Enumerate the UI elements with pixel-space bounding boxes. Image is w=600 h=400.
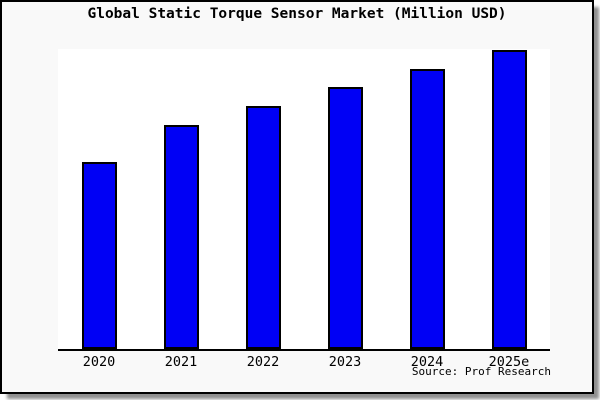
x-axis-labels: 2020 2021 2022 2023 2024 2025e (58, 354, 550, 370)
chart-title: Global Static Torque Sensor Market (Mill… (87, 6, 507, 22)
bar-2022 (245, 106, 281, 349)
plot-area (58, 49, 550, 351)
x-tick-label-2022: 2022 (246, 354, 280, 370)
bar-slot-2025e (468, 49, 550, 349)
bar-slot-2023 (304, 49, 386, 349)
bar-slot-2020 (58, 49, 140, 349)
source-credit: Source: Prof Research (411, 365, 551, 378)
bar-2023 (327, 87, 363, 349)
bar-slot-2022 (222, 49, 304, 349)
x-tick-label-2024: 2024 (410, 354, 444, 370)
bar-slot-2024 (386, 49, 468, 349)
bar-2020 (81, 162, 117, 349)
x-tick-label-2021: 2021 (164, 354, 198, 370)
chart-figure: Global Static Torque Sensor Market (Mill… (0, 0, 594, 394)
bar-2025e (491, 50, 527, 349)
x-tick-label-2023: 2023 (328, 354, 362, 370)
bar-slot-2021 (140, 49, 222, 349)
bar-2024 (409, 69, 445, 349)
x-tick-label-2020: 2020 (82, 354, 116, 370)
bar-2021 (163, 125, 199, 349)
x-tick-label-2025e: 2025e (488, 354, 530, 370)
